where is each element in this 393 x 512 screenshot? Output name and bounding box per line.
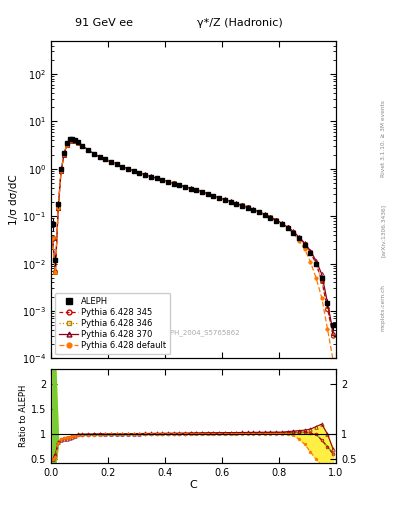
Text: [arXiv:1306.3436]: [arXiv:1306.3436] — [381, 204, 386, 257]
Text: 91 GeV ee: 91 GeV ee — [75, 18, 133, 28]
Text: mcplots.cern.ch: mcplots.cern.ch — [381, 284, 386, 331]
X-axis label: C: C — [190, 480, 197, 489]
Text: ALEPH_2004_S5765862: ALEPH_2004_S5765862 — [158, 329, 241, 336]
Legend: ALEPH, Pythia 6.428 345, Pythia 6.428 346, Pythia 6.428 370, Pythia 6.428 defaul: ALEPH, Pythia 6.428 345, Pythia 6.428 34… — [55, 292, 171, 354]
Text: γ*/Z (Hadronic): γ*/Z (Hadronic) — [197, 18, 283, 28]
Text: Rivet 3.1.10, ≥ 3M events: Rivet 3.1.10, ≥ 3M events — [381, 100, 386, 177]
Y-axis label: Ratio to ALEPH: Ratio to ALEPH — [19, 385, 28, 447]
Y-axis label: 1/σ dσ/dC: 1/σ dσ/dC — [9, 174, 19, 225]
